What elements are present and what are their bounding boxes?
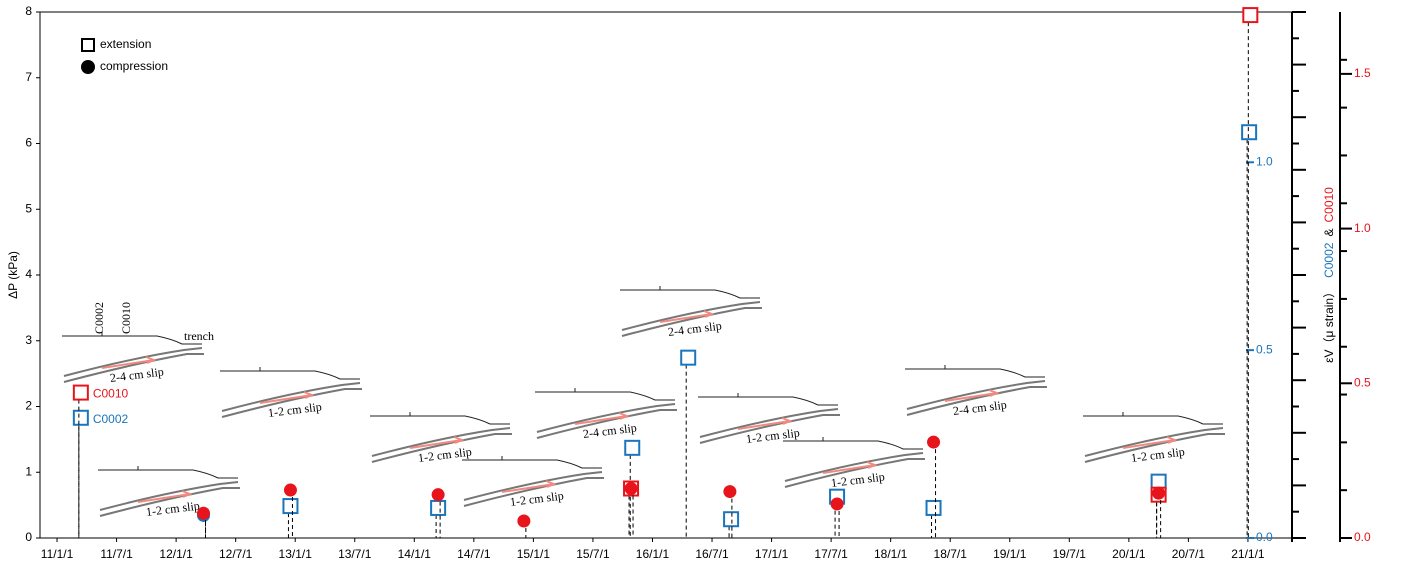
- fault-sketch: 1-2 cm slip: [783, 437, 925, 490]
- fault-sketch: 1-2 cm slip: [462, 456, 604, 509]
- y2-tick-label: 0.5: [1256, 342, 1273, 356]
- extension-marker: [927, 501, 941, 515]
- seafloor: [905, 365, 1045, 377]
- seafloor: [370, 412, 510, 424]
- extension-marker: [1152, 475, 1166, 489]
- seafloor: [462, 456, 602, 468]
- legend-label: compression: [100, 59, 168, 73]
- x-tick-label: 19/1/1: [993, 547, 1027, 561]
- extension-marker: [724, 512, 738, 526]
- extension-marker: [1242, 125, 1256, 139]
- y-tick-label: 1: [25, 464, 32, 478]
- extension-marker: [1243, 8, 1257, 22]
- x-tick-label: 14/7/1: [457, 547, 491, 561]
- y3-tick-label: 1.0: [1354, 221, 1371, 235]
- series-label: C0010: [93, 387, 129, 401]
- compression-marker: [284, 484, 297, 497]
- x-tick-label: 12/7/1: [219, 547, 253, 561]
- x-tick-label: 20/7/1: [1172, 547, 1206, 561]
- x-tick-label: 18/7/1: [934, 547, 968, 561]
- y3-tick-label: 0.5: [1354, 375, 1371, 389]
- x-tick-label: 16/7/1: [695, 547, 729, 561]
- y-tick-label: 7: [25, 70, 32, 84]
- seafloor: [698, 393, 838, 405]
- y2-axis-label: εV（μ strain） C0002 & C0010: [1322, 187, 1336, 363]
- sketch-text: trench: [184, 329, 214, 343]
- y2-label-site: C0002: [1322, 242, 1336, 278]
- legend-marker: [82, 39, 94, 51]
- extension-marker: [283, 499, 297, 513]
- y-tick-label: 3: [25, 333, 32, 347]
- compression-marker: [517, 514, 530, 527]
- y-tick-label: 0: [25, 530, 32, 544]
- compression-marker: [625, 482, 638, 495]
- y2-label-joiner: &: [1322, 229, 1336, 237]
- x-tick-label: 11/7/1: [100, 547, 133, 561]
- x-tick-label: 21/1/1: [1231, 547, 1265, 561]
- x-tick-label: 14/1/1: [398, 547, 432, 561]
- x-tick-label: 15/1/1: [517, 547, 551, 561]
- y2-label-symbol: εV（μ strain）: [1322, 286, 1336, 363]
- x-tick-label: 19/7/1: [1053, 547, 1087, 561]
- compression-marker: [1152, 487, 1165, 500]
- fault-sketch: 1-2 cm slip: [220, 367, 362, 420]
- fault-sketch: 1-2 cm slip: [698, 393, 840, 446]
- y-tick-label: 4: [25, 267, 32, 281]
- series-label: C0002: [93, 412, 129, 426]
- fault-sketch: 2-4 cm slip: [62, 332, 204, 385]
- fault-sketch: 2-4 cm slip: [620, 286, 762, 339]
- x-tick-label: 12/1/1: [159, 547, 193, 561]
- y2-label-site: C0010: [1322, 187, 1336, 223]
- fault-sketch: 1-2 cm slip: [98, 466, 240, 519]
- x-tick-label: 17/1/1: [755, 547, 789, 561]
- fault-sketch: 2-4 cm slip: [905, 365, 1047, 418]
- y-axis-label: ΔP (kPa): [6, 251, 20, 299]
- extension-marker: [431, 501, 445, 515]
- y-tick-label: 8: [25, 4, 32, 18]
- compression-marker: [197, 507, 210, 520]
- compression-marker: [432, 488, 445, 501]
- seafloor: [98, 466, 238, 478]
- compression-marker: [723, 485, 736, 498]
- x-tick-label: 20/1/1: [1112, 547, 1146, 561]
- seafloor: [620, 286, 760, 298]
- seafloor: [1083, 412, 1223, 424]
- x-tick-label: 11/1/1: [41, 547, 74, 561]
- x-tick-label: 17/7/1: [814, 547, 848, 561]
- x-tick-label: 13/7/1: [338, 547, 372, 561]
- x-tick-label: 16/1/1: [636, 547, 670, 561]
- extension-marker: [74, 411, 88, 425]
- y-tick-label: 6: [25, 136, 32, 150]
- sketch-text: C0010: [119, 302, 133, 334]
- y-tick-label: 2: [25, 399, 32, 413]
- x-tick-label: 18/1/1: [874, 547, 908, 561]
- fault-sketch: 1-2 cm slip: [370, 412, 512, 465]
- seafloor: [535, 388, 675, 400]
- x-tick-label: 13/1/1: [279, 547, 313, 561]
- y2-tick-label: 0.0: [1256, 530, 1273, 544]
- seafloor: [783, 437, 923, 449]
- extension-marker: [681, 351, 695, 365]
- y2-tick-label: 1.0: [1256, 154, 1273, 168]
- sketch-text: C0002: [92, 302, 106, 334]
- fault-sketch: 2-4 cm slip: [535, 388, 677, 441]
- seafloor: [220, 367, 360, 379]
- extension-marker: [74, 386, 88, 400]
- chart: ΔP (kPa) 0 1 2 3 4 5 6 7 8 11/1/1 11/7/1 12/1/1 12/7…: [0, 0, 1401, 571]
- fault-sketch: 1-2 cm slip: [1083, 412, 1225, 465]
- x-tick-label: 15/7/1: [576, 547, 610, 561]
- legend-label: extension: [100, 37, 151, 51]
- y3-tick-label: 0.0: [1354, 530, 1371, 544]
- legend-marker: [81, 60, 95, 74]
- y-tick-label: 5: [25, 201, 32, 215]
- compression-marker: [831, 497, 844, 510]
- compression-marker: [927, 436, 940, 449]
- y3-tick-label: 1.5: [1354, 66, 1371, 80]
- extension-marker: [625, 441, 639, 455]
